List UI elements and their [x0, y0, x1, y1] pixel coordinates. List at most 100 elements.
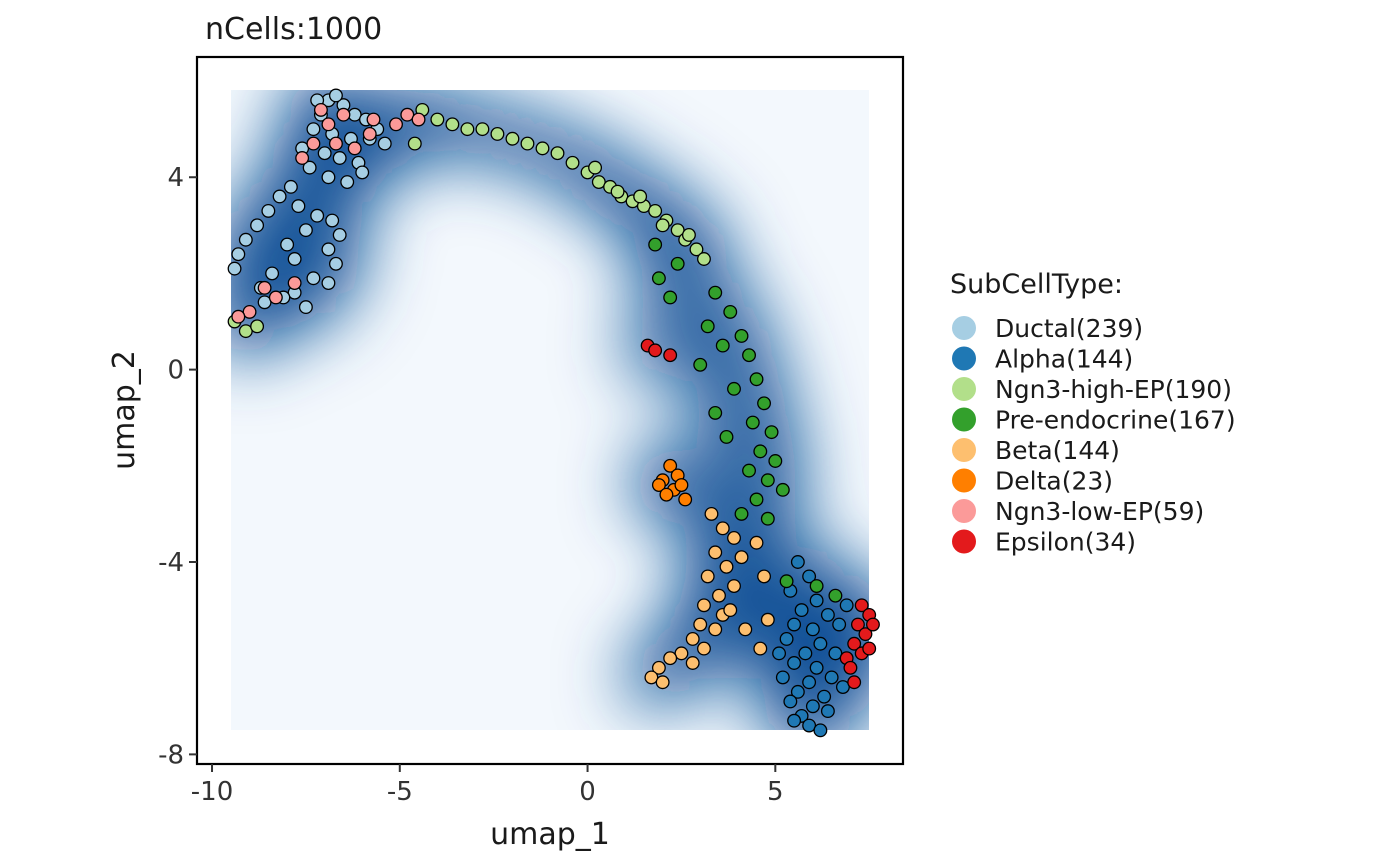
- scatter-point: [407, 136, 422, 151]
- scatter-point: [764, 425, 779, 440]
- scatter-point: [832, 617, 847, 632]
- scatter-point: [310, 208, 325, 223]
- series-pre-endocrine-167: [648, 237, 843, 603]
- y-tick-label: 4: [167, 163, 184, 193]
- scatter-point: [321, 276, 336, 290]
- scatter-point: [663, 348, 678, 363]
- scatter-point: [794, 603, 809, 618]
- series-beta-144: [644, 506, 775, 690]
- scatter-point: [328, 256, 343, 271]
- scatter-point: [648, 237, 663, 252]
- scatter-point: [809, 579, 824, 593]
- legend-swatch: [952, 468, 976, 493]
- scatter-point: [742, 348, 756, 363]
- scatter-point: [445, 117, 460, 132]
- scatter-point: [231, 309, 246, 324]
- scatter-point: [749, 492, 764, 507]
- scatter-point: [317, 146, 332, 161]
- scatter-point: [366, 112, 381, 127]
- scatter-point: [734, 550, 749, 565]
- scatter-point: [760, 473, 775, 488]
- scatter-point: [858, 627, 873, 642]
- scatter-point: [813, 723, 828, 738]
- scatter-point: [723, 304, 738, 319]
- legend-label: Delta(23): [995, 467, 1113, 496]
- scatter-point: [790, 684, 805, 699]
- scatter-point: [749, 535, 764, 550]
- scatter-point: [839, 598, 854, 613]
- scatter-point: [847, 675, 862, 690]
- scatter-point: [727, 531, 741, 545]
- scatter-point: [700, 319, 715, 334]
- scatter-point: [772, 646, 787, 661]
- legend: SubCellType: Ductal(239)Alpha(144)Ngn3-h…: [950, 269, 1236, 557]
- scatter-point: [298, 223, 313, 238]
- scatter-point: [820, 704, 835, 719]
- scatter-point: [321, 242, 336, 257]
- scatter-point: [708, 285, 723, 300]
- scatter-point: [693, 617, 708, 632]
- scatter-point: [321, 117, 336, 132]
- scatter-point: [250, 319, 265, 334]
- scatter-point: [663, 290, 678, 305]
- scatter-point: [760, 612, 775, 627]
- scatter-point: [355, 165, 370, 180]
- scatter-point: [753, 444, 768, 459]
- scatter-point: [332, 151, 347, 165]
- scatter-point: [862, 641, 877, 656]
- scatter-point: [760, 511, 775, 526]
- y-axis: -8 -4 0 4: [158, 163, 197, 770]
- plot-border: [195, 55, 905, 766]
- scatter-point: [328, 88, 343, 103]
- scatter-point: [535, 141, 550, 156]
- series-ngn3-high-ep-190: [227, 102, 711, 339]
- series-alpha-144: [772, 555, 854, 738]
- scatter-point: [779, 574, 794, 589]
- scatter-point: [651, 478, 666, 492]
- scatter-point: [674, 478, 689, 492]
- scatter-point: [287, 252, 302, 266]
- scatter-point: [802, 569, 817, 584]
- scatter-point: [843, 660, 858, 675]
- scatter-point: [268, 290, 283, 305]
- scatter-point: [727, 579, 741, 593]
- scatter-point: [802, 675, 817, 690]
- scatter-point: [411, 112, 426, 127]
- scatter-point: [659, 487, 674, 502]
- scatter-point: [389, 117, 403, 132]
- legend-swatch: [952, 529, 976, 554]
- scatter-point: [723, 603, 738, 618]
- scatter-point: [250, 218, 265, 233]
- scatter-point: [757, 396, 772, 411]
- scatter-point: [565, 155, 580, 170]
- x-tick-label: 5: [767, 777, 784, 807]
- legend-label: Ngn3-low-EP(59): [995, 497, 1204, 526]
- scatter-point: [708, 545, 723, 560]
- scatter-point: [340, 175, 355, 189]
- x-tick-label: -10: [191, 777, 233, 807]
- scatter-point: [749, 372, 764, 387]
- scatter-point: [332, 228, 347, 242]
- series-delta-23: [651, 458, 693, 507]
- scatter-point: [809, 660, 824, 675]
- series-ngn3-low-ep-59: [231, 102, 426, 324]
- scatter-point: [850, 617, 865, 632]
- scatter-point: [824, 670, 839, 685]
- y-tick-label: 0: [167, 356, 184, 386]
- scatter-point: [738, 622, 753, 637]
- scatter-point: [610, 184, 625, 199]
- legend-swatch: [952, 407, 976, 432]
- y-tick-label: -8: [158, 740, 184, 770]
- scatter-point: [805, 699, 820, 714]
- scatter-point: [306, 136, 321, 151]
- scatter-point: [651, 660, 666, 675]
- scatter-point: [347, 141, 362, 156]
- scatter-point: [328, 136, 343, 151]
- scatter-point: [336, 107, 351, 122]
- legend-label: Pre-endocrine(167): [995, 406, 1236, 435]
- scatter-point: [306, 271, 321, 286]
- scatter-point: [678, 492, 693, 507]
- scatter-point: [775, 482, 790, 497]
- scatter-point: [734, 506, 749, 521]
- scatter-point: [261, 203, 276, 218]
